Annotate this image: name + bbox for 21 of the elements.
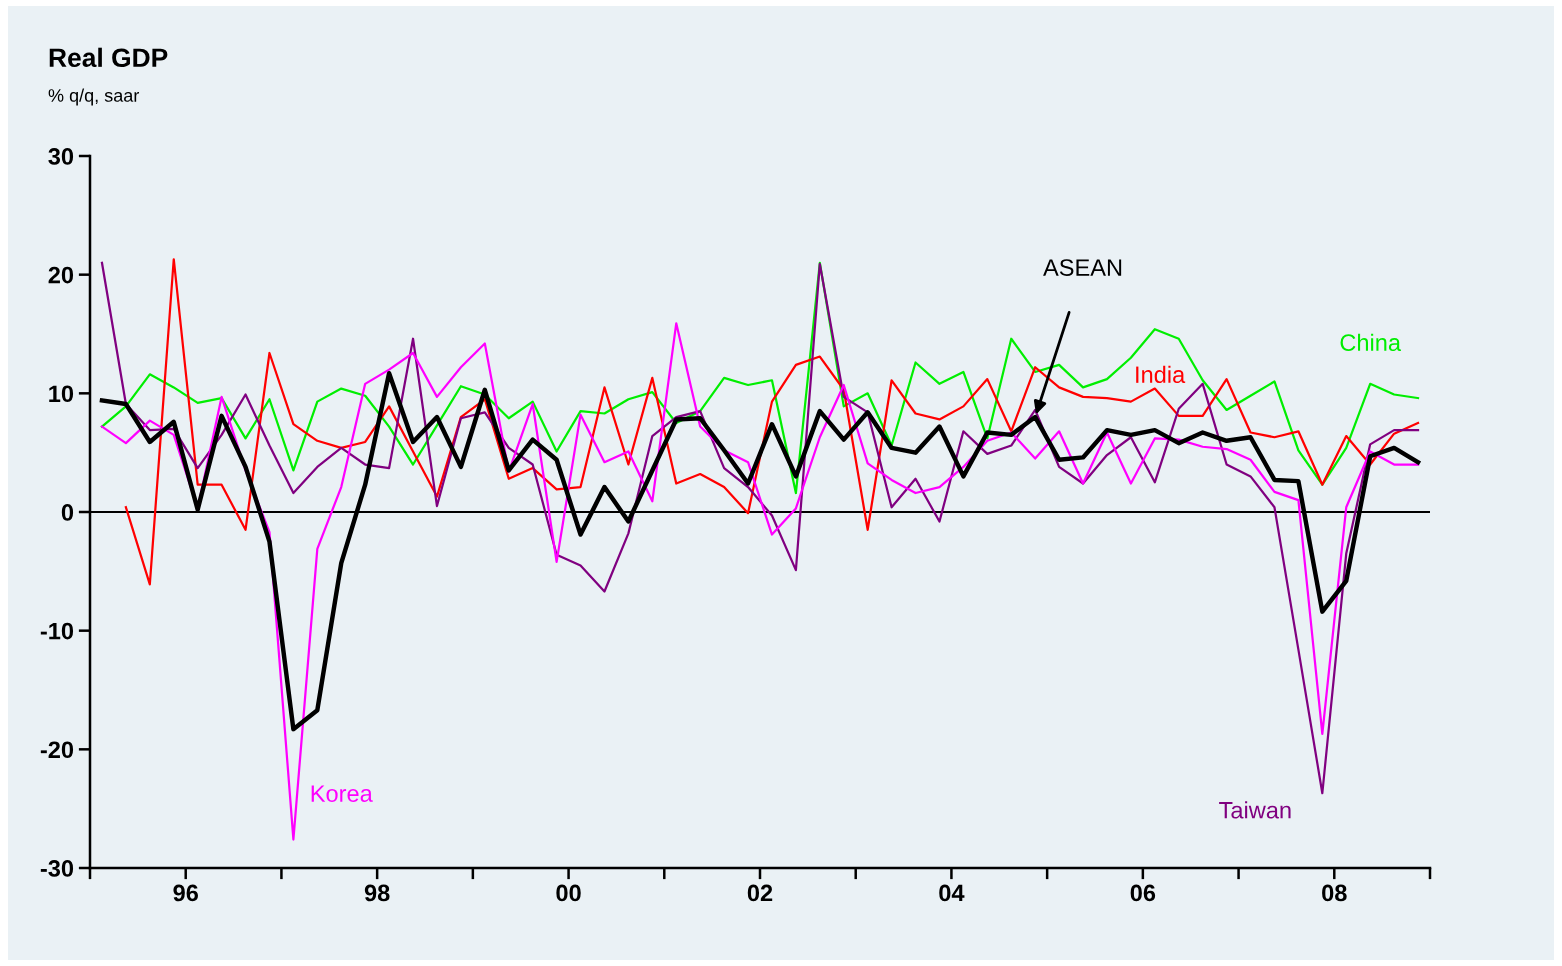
x-tick-label: 06: [1130, 884, 1156, 902]
chart-title: Real GDP: [49, 47, 168, 68]
y-tick-label: 10: [49, 385, 74, 403]
x-tick-label: 00: [556, 884, 581, 902]
x-tick-label: 02: [747, 884, 773, 902]
series-label: Taiwan: [1219, 801, 1291, 819]
x-tick-label: 04: [939, 884, 965, 902]
series-label: India: [1136, 365, 1186, 384]
y-tick-label: 30: [48, 148, 74, 165]
x-tick-label: 08: [1322, 884, 1347, 902]
series-label: Korea: [311, 785, 373, 802]
y-tick-label: -20: [40, 741, 74, 759]
text: ASEAN: [1043, 259, 1122, 276]
series-label: China: [1340, 333, 1402, 352]
y-tick-label: -10: [40, 622, 74, 640]
y-tick-label: -30: [40, 860, 74, 877]
y-tick-label: 0: [61, 504, 74, 521]
x-tick-label: 96: [173, 884, 198, 902]
x-tick-label: 98: [364, 884, 390, 902]
y-tick-label: 20: [48, 266, 74, 284]
chart-subtitle: % q/q, saar: [48, 88, 140, 106]
